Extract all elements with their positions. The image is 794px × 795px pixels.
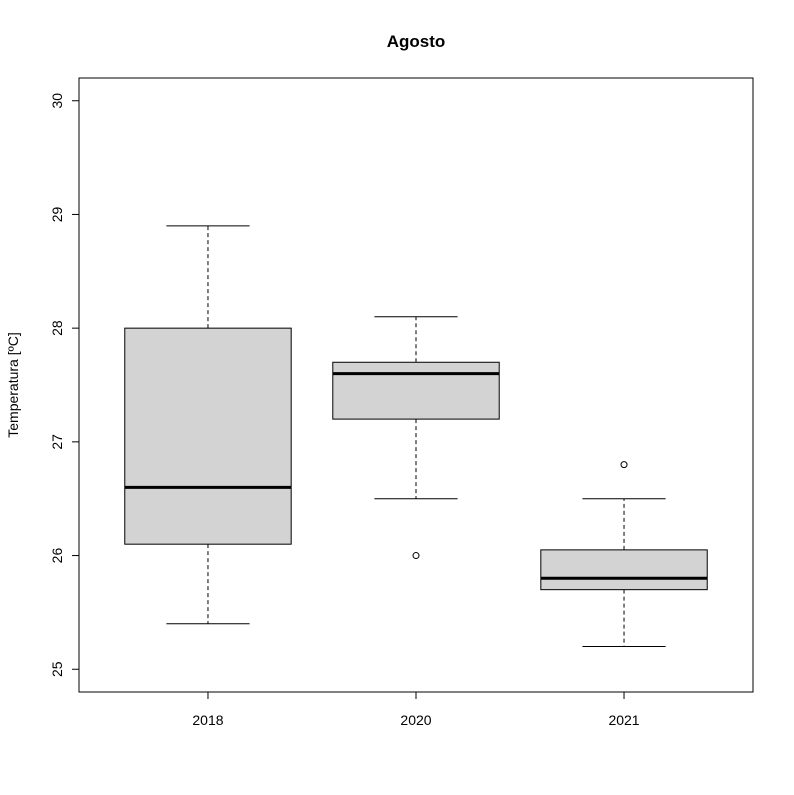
outlier-point — [620, 461, 628, 469]
y-tick-label: 30 — [49, 93, 65, 109]
x-tick-label: 2018 — [192, 712, 223, 728]
y-axis-label: Temperatura [ºC] — [5, 332, 21, 438]
box-2018 — [124, 225, 292, 625]
box-2021 — [540, 461, 708, 648]
box-iqr — [332, 361, 500, 420]
box-series — [124, 225, 708, 648]
y-axis: 25 26 27 28 29 30 — [49, 93, 80, 677]
box-iqr — [124, 327, 292, 545]
x-tick-label: 2020 — [400, 712, 431, 728]
outlier-point — [412, 552, 420, 560]
chart-title: Agosto — [387, 32, 446, 51]
y-tick-label: 27 — [49, 434, 65, 450]
y-tick-label: 25 — [49, 661, 65, 677]
y-tick-label: 29 — [49, 206, 65, 222]
y-tick-label: 28 — [49, 320, 65, 336]
x-tick-label: 2021 — [608, 712, 639, 728]
y-tick-label: 26 — [49, 548, 65, 564]
x-axis: 2018 2020 2021 — [192, 691, 640, 728]
box-iqr — [540, 549, 708, 591]
box-2020 — [332, 316, 500, 560]
